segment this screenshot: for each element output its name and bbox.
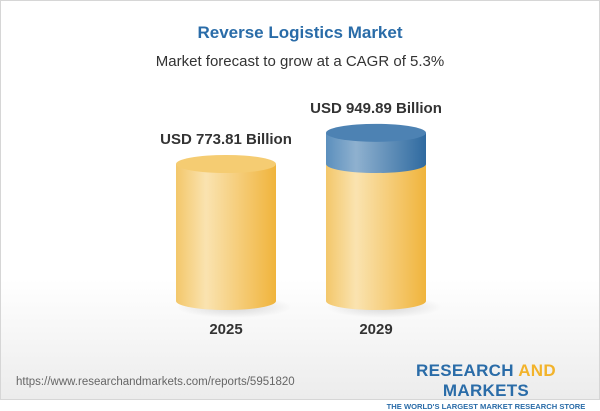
cylinder-top-2029 — [326, 123, 426, 142]
logo-tagline: THE WORLD'S LARGEST MARKET RESEARCH STOR… — [386, 402, 586, 411]
chart-title: Reverse Logistics Market — [197, 23, 403, 42]
report-url[interactable]: https://www.researchandmarkets.com/repor… — [16, 376, 295, 388]
category-label-2029: 2029 — [359, 321, 392, 338]
data-label-2029: USD 949.89 Billion — [310, 100, 442, 117]
logo-word: AND — [518, 361, 556, 380]
logo-word: MARKETS — [442, 381, 530, 400]
chart-subtitle: Market forecast to grow at a CAGR of 5.3… — [155, 53, 445, 70]
cylinder-base-2025 — [176, 164, 276, 310]
cylinder-base-2029 — [326, 164, 426, 310]
cylinder-top-2025 — [176, 155, 276, 173]
cylinder-growth-2029 — [326, 132, 426, 173]
data-label-2025: USD 773.81 Billion — [160, 131, 292, 148]
category-label-2025: 2025 — [209, 321, 242, 338]
research-and-markets-logo: RESEARCH AND MARKETS THE WORLD'S LARGEST… — [381, 361, 591, 411]
logo-word: RESEARCH — [416, 361, 514, 380]
cylinder-chart: USD 773.81 Billion USD 949.89 Billion 20… — [160, 100, 442, 338]
